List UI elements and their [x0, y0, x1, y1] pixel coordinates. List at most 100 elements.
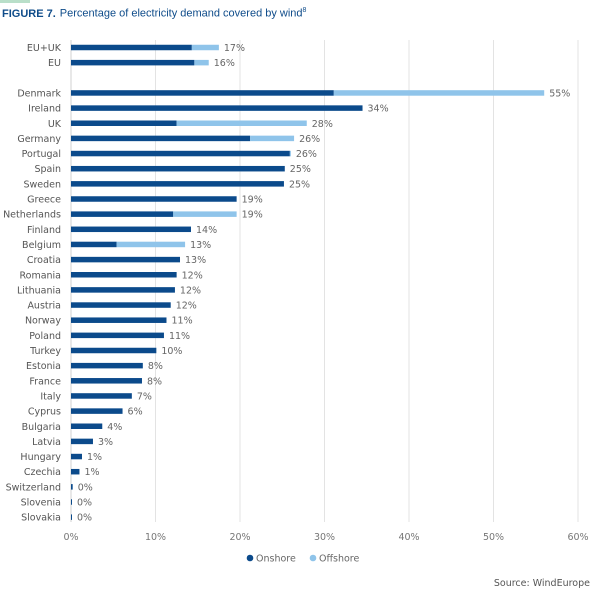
bar-offshore	[289, 150, 291, 157]
data-label: 26%	[296, 149, 317, 160]
bar-onshore	[71, 347, 157, 354]
bar-onshore	[71, 211, 174, 217]
bar-onshore	[71, 226, 191, 233]
category-label: Norway	[25, 316, 61, 327]
bar-onshore	[71, 514, 72, 520]
data-label: 0%	[77, 513, 92, 524]
legend-marker	[246, 554, 254, 562]
x-tick-label: 10%	[145, 532, 166, 543]
x-tick-label: 60%	[567, 532, 588, 543]
category-label: Finland	[27, 225, 61, 236]
category-label: Romania	[19, 270, 61, 281]
bar-onshore	[71, 317, 167, 323]
data-label: 7%	[137, 391, 152, 402]
bar-onshore	[71, 181, 284, 187]
bar-onshore	[71, 287, 175, 293]
data-label: 11%	[169, 331, 190, 342]
category-label: Portugal	[22, 149, 61, 160]
category-label: Ireland	[28, 104, 61, 115]
x-tick-label: 50%	[483, 532, 504, 543]
data-label: 8%	[147, 376, 162, 387]
category-label: Greece	[27, 195, 61, 206]
data-label: 12%	[182, 270, 203, 281]
data-label: 12%	[180, 285, 201, 296]
data-label: 1%	[87, 452, 102, 463]
category-label: Latvia	[32, 437, 61, 448]
accent-bar	[0, 0, 30, 3]
bars	[71, 44, 545, 520]
gridlines	[70, 40, 579, 522]
bar-offshore	[194, 59, 209, 66]
category-label: EU	[48, 58, 61, 69]
bar-offshore	[116, 241, 186, 248]
category-label: Spain	[34, 164, 61, 175]
bar-onshore	[71, 408, 123, 414]
category-label: Estonia	[26, 361, 61, 372]
bar-onshore	[71, 272, 177, 278]
bar-onshore	[71, 165, 285, 172]
bar-onshore	[71, 105, 363, 111]
data-label: 19%	[242, 210, 263, 221]
category-label: Austria	[27, 301, 61, 312]
x-tick-label: 40%	[398, 532, 419, 543]
figure-title: FIGURE 7. Percentage of electricity deman…	[2, 7, 306, 20]
figure-number: FIGURE 7.	[2, 7, 56, 20]
data-label: 11%	[171, 316, 192, 327]
category-label: Germany	[17, 134, 61, 145]
category-label: Hungary	[20, 452, 61, 463]
data-label: 12%	[176, 301, 197, 312]
bar-onshore	[71, 362, 143, 369]
data-label: 13%	[185, 255, 206, 266]
bar-offshore	[250, 135, 295, 142]
data-label: 0%	[78, 482, 93, 493]
data-label: 34%	[368, 104, 389, 115]
data-label: 55%	[549, 88, 570, 99]
data-label: 13%	[190, 240, 211, 251]
data-label: 3%	[98, 437, 113, 448]
data-label: 26%	[299, 134, 320, 145]
data-label: 16%	[214, 58, 235, 69]
bar-offshore	[176, 120, 307, 126]
bar-onshore	[71, 484, 73, 490]
data-label: 0%	[77, 498, 92, 509]
bar-offshore	[191, 44, 219, 51]
x-tick-label: 30%	[314, 532, 335, 543]
legend-label: Onshore	[256, 554, 296, 565]
data-label: 8%	[148, 361, 163, 372]
data-label: 25%	[290, 164, 311, 175]
category-label: Bulgaria	[22, 422, 61, 433]
data-label: 14%	[196, 225, 217, 236]
category-label: Turkey	[29, 346, 61, 357]
legend-marker	[309, 554, 317, 562]
category-label: Czechia	[24, 467, 61, 478]
bar-onshore	[71, 438, 93, 445]
x-tick-label: 20%	[229, 532, 250, 543]
bar-onshore	[71, 393, 132, 399]
bar-onshore	[71, 90, 334, 96]
data-label: 17%	[224, 43, 245, 54]
legend-label: Offshore	[319, 554, 360, 565]
bar-onshore	[71, 453, 82, 460]
bar-onshore	[71, 378, 142, 384]
x-tick-labels: 0% 10% 20% 30% 40% 50% 60%	[63, 532, 588, 543]
category-label: Netherlands	[3, 210, 61, 221]
category-label: Poland	[29, 331, 61, 342]
bar-onshore	[71, 59, 195, 66]
category-labels: EU+UK EU Denmark Ireland UK Germany Portugal Sp…	[3, 43, 62, 524]
category-label: Italy	[40, 391, 61, 402]
bar-onshore	[71, 332, 164, 339]
bar-onshore	[71, 302, 171, 308]
category-label: EU+UK	[27, 43, 62, 54]
category-label: France	[29, 376, 61, 387]
bar-onshore	[71, 135, 251, 142]
bar-onshore	[71, 241, 117, 248]
category-label: Slovenia	[21, 498, 61, 509]
category-label: Slovakia	[21, 513, 61, 524]
category-label: Cyprus	[28, 407, 61, 418]
data-label: 25%	[289, 179, 310, 190]
data-label: 19%	[242, 195, 263, 206]
category-label: Switzerland	[6, 482, 61, 493]
category-label: UK	[48, 119, 62, 130]
bar-onshore	[71, 468, 80, 475]
